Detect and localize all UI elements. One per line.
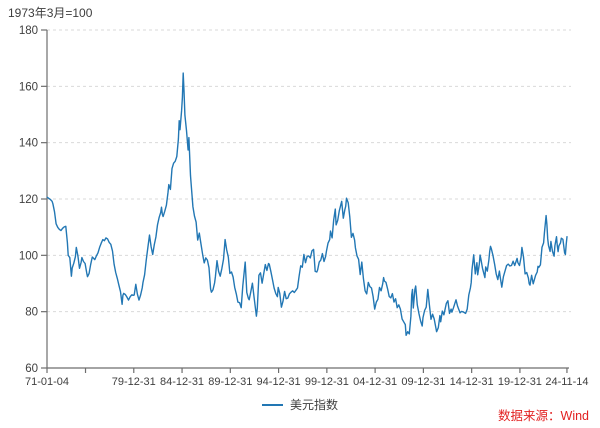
y-tick-label: 100 — [19, 250, 38, 262]
x-tick-label: 79-12-31 — [112, 376, 156, 388]
data-source-note: 数据来源：Wind — [498, 409, 589, 423]
x-tick-label: 24-11-14 — [545, 376, 588, 388]
x-tick-label: 71-01-04 — [25, 376, 69, 388]
x-tick-label: 04-12-31 — [353, 376, 397, 388]
y-gridlines — [47, 29, 571, 313]
y-tick-label: 160 — [19, 81, 38, 93]
y-tick-label: 80 — [25, 307, 38, 319]
x-tick-label: 94-12-31 — [257, 376, 301, 388]
series-line-usd-index — [46, 72, 568, 336]
legend-line-swatch — [261, 403, 283, 406]
x-tick-label: 89-12-31 — [208, 376, 252, 388]
x-tick-label: 14-12-31 — [450, 376, 494, 388]
y-tick-label: 140 — [19, 138, 38, 150]
chart-legend: 美元指数 — [0, 396, 600, 413]
x-tick-label: 19-12-31 — [498, 376, 542, 388]
y-tick-label: 60 — [25, 363, 38, 375]
y-axis-ticks: 60 80 100 120 140 160 180 — [19, 25, 47, 375]
x-tick-label: 84-12-31 — [160, 376, 204, 388]
x-tick-label: 09-12-31 — [401, 376, 445, 388]
y-tick-label: 120 — [19, 194, 38, 206]
x-axis-ticks: 71-01-04 79-12-31 84-12-31 89-12-31 94-12-31… — [25, 368, 589, 388]
chart-base-note: 1973年3月=100 — [8, 6, 93, 20]
y-tick-label: 180 — [19, 25, 38, 37]
legend-series-label: 美元指数 — [289, 398, 338, 412]
x-tick-label: 99-12-31 — [305, 376, 349, 388]
